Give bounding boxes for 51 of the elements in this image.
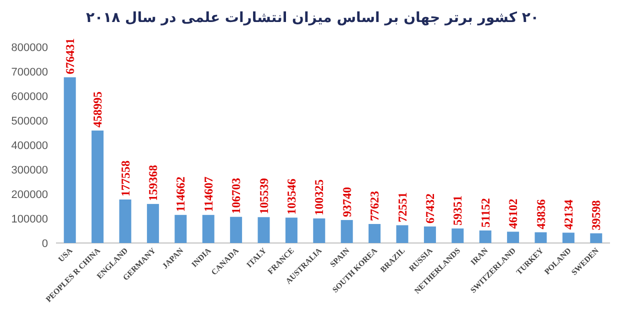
bar xyxy=(590,233,602,243)
data-label: 458995 xyxy=(90,92,105,128)
data-label: 51152 xyxy=(478,198,492,228)
data-label: 114662 xyxy=(174,176,188,212)
y-tick-label: 0 xyxy=(42,238,48,250)
bar xyxy=(146,204,159,243)
data-label: 676431 xyxy=(62,38,77,74)
bar xyxy=(340,220,353,243)
bar xyxy=(202,214,214,243)
data-label: 67432 xyxy=(422,193,437,224)
bar xyxy=(507,232,520,243)
bar xyxy=(534,232,547,243)
x-tick-label: USA xyxy=(56,246,74,264)
bar xyxy=(258,217,270,243)
chart-title: ۲۰ کشور برتر جهان بر اساس میزان انتشارات علمی در سال ۲۰۱۸ xyxy=(86,10,539,26)
data-label: 72551 xyxy=(395,192,410,222)
bar xyxy=(562,232,574,243)
data-label: 114607 xyxy=(201,176,216,212)
data-label: 177558 xyxy=(118,160,132,196)
bar xyxy=(479,230,492,243)
data-label: 46102 xyxy=(506,198,520,229)
bar xyxy=(285,218,298,243)
y-tick-label: 500000 xyxy=(11,116,48,128)
data-label: 42134 xyxy=(561,200,576,230)
bar xyxy=(64,77,76,243)
bar xyxy=(368,224,381,243)
data-label: 59351 xyxy=(450,195,465,226)
bar xyxy=(313,218,326,243)
bar xyxy=(92,130,104,243)
y-tick-label: 700000 xyxy=(11,66,48,78)
bar xyxy=(174,214,187,243)
data-label: 43836 xyxy=(534,199,548,230)
data-label: 77623 xyxy=(368,190,382,221)
y-tick-label: 400000 xyxy=(11,140,48,152)
data-label: 39598 xyxy=(589,200,604,230)
data-label: 103546 xyxy=(284,178,298,215)
data-label: 106703 xyxy=(229,178,244,214)
bar xyxy=(396,225,408,243)
data-label: 93740 xyxy=(340,187,354,218)
y-tick-label: 800000 xyxy=(11,42,48,54)
bar xyxy=(230,216,242,243)
y-tick-label: 100000 xyxy=(11,214,48,226)
y-tick-label: 200000 xyxy=(11,189,48,201)
bar xyxy=(424,226,436,243)
data-label: 105539 xyxy=(256,178,271,214)
data-label: 100325 xyxy=(312,179,326,216)
y-tick-label: 600000 xyxy=(11,91,48,103)
bar xyxy=(119,200,132,243)
y-tick-label: 300000 xyxy=(11,164,48,176)
data-label: 159368 xyxy=(146,164,160,201)
bar xyxy=(452,228,464,243)
